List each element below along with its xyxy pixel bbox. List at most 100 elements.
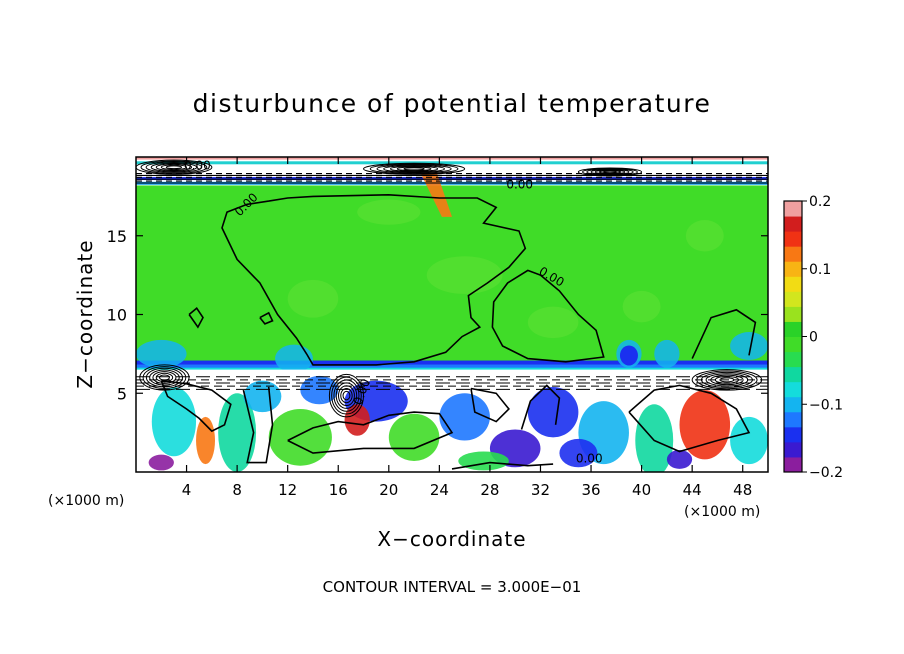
contour-cluster (691, 369, 763, 391)
contour-cluster (363, 162, 466, 175)
field-blob (268, 409, 332, 466)
field-patch (527, 306, 579, 339)
contour-cluster (331, 376, 362, 415)
contour-cluster (603, 170, 617, 174)
contour-line (691, 308, 757, 359)
colorbar-swatch (784, 456, 802, 473)
top-band-stripe (136, 157, 768, 160)
colorbar: 0.2 0.1 0 −0.1 −0.2 (783, 194, 843, 481)
x-tick-label: 12 (278, 481, 297, 499)
contour-cluster (136, 159, 213, 175)
x-tick-label: 40 (632, 481, 651, 499)
colorbar-tick-label: −0.1 (809, 397, 843, 413)
field-blob (243, 380, 282, 413)
contour-line (451, 461, 554, 470)
field-blob (148, 454, 174, 471)
field-patch (622, 290, 661, 323)
contour-line (259, 311, 274, 325)
field-blob (344, 404, 370, 436)
x-tick-label: 16 (329, 481, 348, 499)
contour-cluster (155, 372, 174, 383)
field-blob (730, 416, 768, 465)
contour-line (628, 384, 751, 453)
field-patch (275, 344, 313, 373)
y-tick-label: 15 (107, 227, 127, 246)
colorbar-swatch (784, 441, 802, 458)
colorbar-swatch (784, 426, 802, 443)
contour-cluster (719, 377, 735, 383)
contour-label: 0.00 (506, 178, 533, 192)
contour-cluster (165, 165, 183, 170)
contour-cluster (155, 163, 193, 172)
contour-cluster (705, 373, 749, 387)
field-blob (151, 386, 197, 457)
field-streak (420, 172, 452, 217)
contour-cluster (714, 375, 740, 384)
top-band-stripe (136, 177, 768, 181)
contour-cluster (598, 170, 622, 174)
y-axis-label: Z−coordinate (73, 239, 97, 388)
field-patch (136, 339, 187, 368)
colorbar-swatch (784, 291, 802, 307)
contour-cluster (594, 169, 626, 175)
field-patch (426, 256, 503, 295)
colorbar-swatch (784, 321, 802, 337)
field-blob (439, 393, 490, 441)
field-blob (559, 438, 598, 468)
contour-cluster (145, 161, 203, 173)
chart-title: disturbunce of potential temperature (193, 89, 712, 118)
colorbar-swatch (784, 396, 802, 413)
contour-cluster (700, 371, 753, 388)
colorbar-swatch (784, 231, 802, 247)
field-patch (357, 199, 421, 225)
field-patch (619, 345, 638, 366)
x-axis-label: X−coordinate (377, 527, 526, 551)
x-tick-label: 48 (733, 481, 752, 499)
plot-area: 0.000.000.000.000.000.00 (135, 156, 769, 473)
contour-cluster (142, 366, 187, 389)
x-tick-label: 24 (430, 481, 449, 499)
colorbar-swatch (784, 366, 802, 383)
interface-stripe (136, 360, 768, 365)
contour-line (491, 269, 605, 363)
contour-cluster (590, 169, 630, 175)
contour-label: 0.00 (184, 159, 211, 173)
contour-cluster (150, 162, 198, 172)
field-patch (654, 339, 680, 368)
x-tick-label: 44 (683, 481, 702, 499)
contour-line (520, 384, 561, 430)
contour-cluster (340, 388, 353, 404)
contour-cluster (149, 369, 180, 386)
colorbar-swatch (784, 306, 802, 322)
y-tick-label: 5 (117, 384, 127, 403)
colorbar-tick-label: −0.2 (809, 465, 843, 481)
contour-cluster (710, 374, 744, 386)
colorbar-tick-label: 0.1 (809, 262, 831, 278)
x-tick-label: 4 (182, 481, 192, 499)
contour-line (242, 386, 274, 464)
colorbar-swatch (784, 276, 802, 292)
contour-cluster (159, 374, 170, 381)
contour-line (470, 387, 510, 423)
contour-line (221, 193, 527, 366)
x-unit-right: (×1000 m) (684, 504, 760, 520)
contour-cluster (139, 364, 190, 391)
colorbar-swatch (784, 351, 802, 368)
colorbar-tick-label: 0.2 (809, 194, 831, 210)
contour-cluster (333, 379, 360, 412)
contour-cluster (335, 382, 358, 409)
contour-cluster (696, 370, 758, 390)
contour-cluster (342, 390, 351, 401)
contour-label: 0.00 (576, 452, 603, 466)
colorbar-swatch (784, 336, 802, 353)
contour-line (287, 411, 454, 454)
contour-cluster (403, 167, 425, 171)
field-blob (527, 386, 579, 438)
top-band-stripe (136, 161, 768, 165)
x-tick-label: 32 (531, 481, 550, 499)
colorbar-tick-label: 0 (809, 330, 818, 346)
y-tick-label: 10 (107, 306, 127, 325)
x-unit-left: (×1000 m) (48, 493, 124, 509)
field-blob (388, 413, 440, 461)
colorbar-swatch (784, 411, 802, 428)
